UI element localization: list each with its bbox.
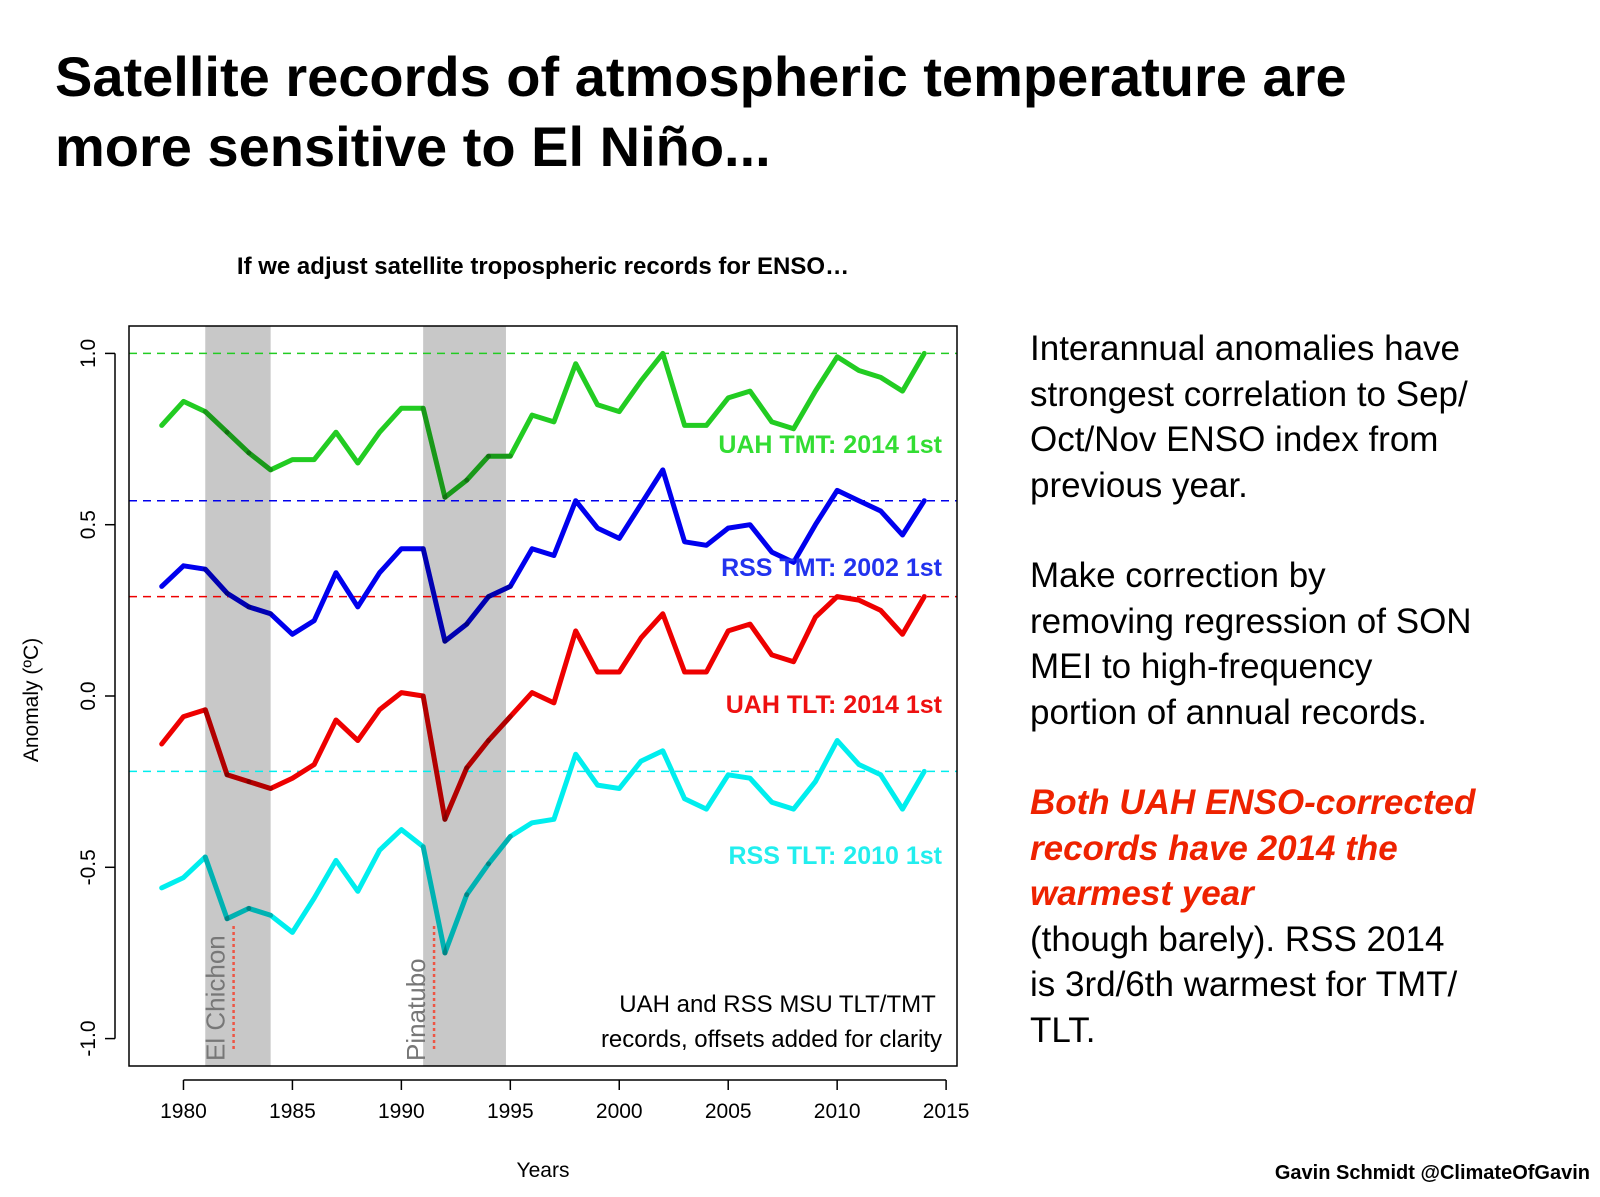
y-axis-label: Anomaly (ºC)	[20, 638, 43, 762]
series-line-1-shaded-segment	[464, 594, 492, 627]
y-tick-label-1: -0.5	[77, 849, 100, 885]
series-line-2-shaded-segment	[246, 779, 274, 791]
series-line-0-shaded-segment	[224, 429, 252, 456]
chart-annotation: UAH and RSS MSU TLT/TMT records, offsets…	[601, 991, 942, 1053]
series-line-1	[159, 467, 927, 644]
explanation-paragraph-3: (though barely). RSS 2014 is 3rd/6th war…	[1030, 919, 1458, 1050]
series-line-0-shaded-segment	[420, 405, 448, 500]
series-line-0-shaded-segment	[202, 409, 230, 435]
series-line-0-shaded-segment	[464, 453, 492, 483]
chart-title: If we adjust satellite tropospheric reco…	[237, 253, 849, 280]
x-tick-label-5: 2005	[705, 1100, 752, 1123]
series-line-2-shaded-segment	[202, 707, 230, 778]
y-tick-label-3: 0.5	[77, 510, 100, 539]
series-line-2-shaded-segment	[420, 693, 448, 822]
explanation-paragraph-1: Interannual anomalies have strongest cor…	[1030, 329, 1468, 505]
eruption-label-1: Pinatubo	[401, 958, 431, 1061]
series-line-3-shaded-segment	[246, 905, 274, 918]
series-line-0-shaded-segment	[442, 477, 470, 500]
series-line-3-shaded-segment	[486, 833, 513, 867]
y-tick-label-2: 0.0	[77, 681, 100, 710]
x-axis-label: Years	[517, 1159, 570, 1182]
temperature-anomaly-chart: El Chichon Pinatubo UAH TMT: 2014 1st RSS …	[20, 253, 969, 1182]
conclusion-highlight: Both UAH ENSO-corrected records have 201…	[1030, 783, 1476, 913]
explanation-paragraph-2: Make correction by removing regression o…	[1030, 556, 1472, 732]
slide-title-line-2: more sensitive to El Niño...	[55, 115, 771, 178]
series-lines-layer	[159, 350, 927, 956]
x-tick-label-2: 1990	[378, 1100, 425, 1123]
series-line-0-shaded-segment	[246, 450, 274, 473]
slide-title: Satellite records of atmospheric tempera…	[55, 42, 1535, 182]
chart-annotation-line-2: records, offsets added for clarity	[601, 1026, 942, 1053]
x-tick-label-3: 1995	[487, 1100, 534, 1123]
series-label-3: RSS TLT: 2010 1st	[728, 842, 942, 870]
series-line-2	[159, 594, 927, 822]
series-label-2: UAH TLT: 2014 1st	[726, 691, 943, 719]
x-tick-label-0: 1980	[160, 1100, 207, 1123]
x-tick-label-4: 2000	[596, 1100, 643, 1123]
series-line-3-shaded-segment	[420, 844, 448, 956]
series-line-2-shaded-segment	[464, 738, 492, 771]
series-line-3-shaded-segment	[464, 861, 492, 898]
series-line-3-shaded-segment	[442, 892, 470, 956]
series-line-2-shaded-segment	[442, 765, 470, 822]
series-line-1-shaded-segment	[420, 546, 448, 644]
series-label-1: RSS TMT: 2002 1st	[721, 554, 943, 582]
slide-title-line-1: Satellite records of atmospheric tempera…	[55, 45, 1347, 108]
series-line-3-shaded-segment	[224, 905, 252, 922]
series-line-1-shaded-segment	[246, 604, 274, 617]
x-tick-label-6: 2010	[814, 1100, 861, 1123]
series-line-1-shaded-segment	[442, 621, 470, 644]
series-line-3	[159, 738, 927, 956]
series-line-1-shaded-segment	[486, 583, 513, 600]
series-line-2-shaded-segment	[486, 714, 513, 744]
y-tick-label-0: -1.0	[77, 1020, 100, 1056]
series-line-1-shaded-segment	[202, 566, 230, 596]
y-tick-label-4: 1.0	[77, 339, 100, 368]
volcanic-shading-layer: El Chichon Pinatubo	[201, 326, 506, 1066]
series-line-3-shaded-segment	[202, 854, 230, 922]
series-line-1-shaded-segment	[224, 590, 252, 610]
series-line-0	[159, 350, 927, 500]
series-label-0: UAH TMT: 2014 1st	[718, 431, 942, 459]
plot-frame	[128, 325, 958, 1067]
x-tick-label-1: 1985	[269, 1100, 316, 1123]
volcanic-period-1	[423, 326, 506, 1066]
series-labels-layer: UAH TMT: 2014 1st RSS TMT: 2002 1st UAH TL…	[718, 431, 942, 870]
volcanic-period-0	[205, 326, 271, 1066]
axes-layer: 1980 1985 1990 1995 2000 2005 2010 2015 -1.0 -0.5…	[77, 339, 969, 1123]
author-credit: Gavin Schmidt @ClimateOfGavin	[1274, 1162, 1590, 1184]
series-line-2-shaded-segment	[224, 772, 252, 785]
x-tick-label-7: 2015	[923, 1100, 970, 1123]
explanation-panel: Interannual anomalies have strongest cor…	[1030, 326, 1570, 1053]
chart-annotation-line-1: UAH and RSS MSU TLT/TMT	[619, 991, 936, 1018]
eruption-label-0: El Chichon	[201, 935, 231, 1061]
